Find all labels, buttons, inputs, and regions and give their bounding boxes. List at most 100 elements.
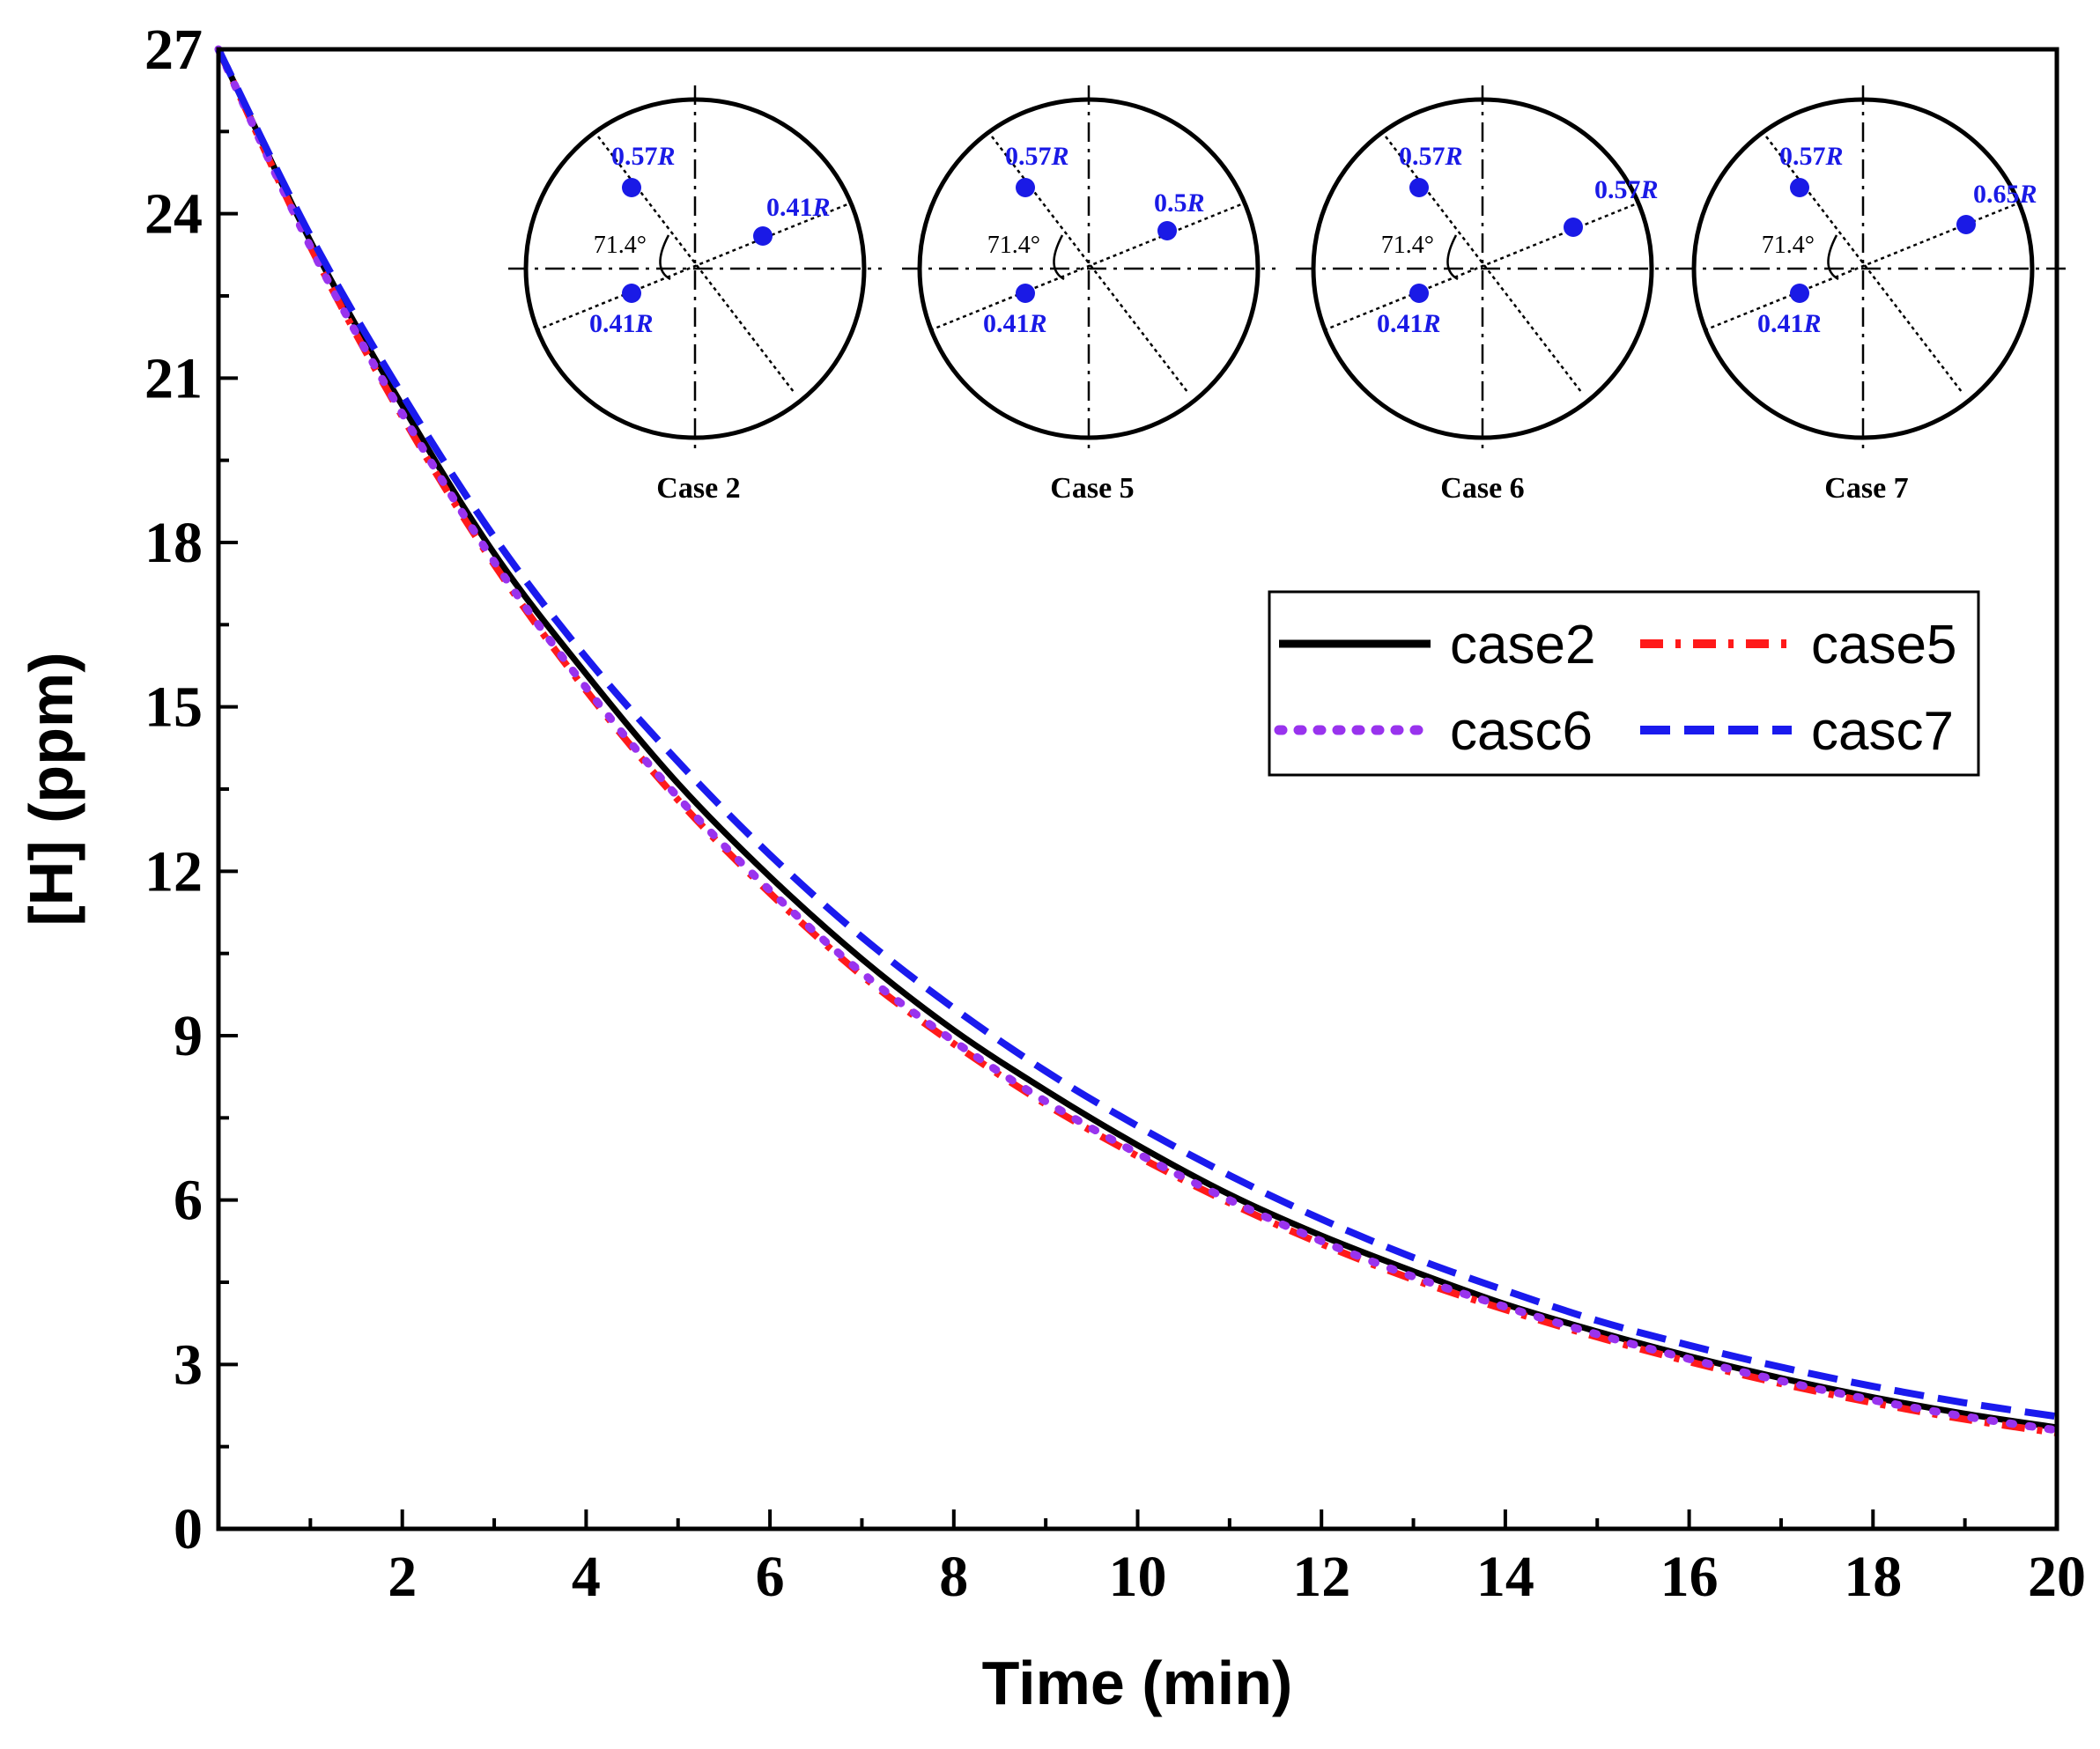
inset-radius-unit: R — [812, 193, 831, 222]
plot-area — [218, 49, 2057, 1529]
inset-radius-unit: R — [1640, 175, 1659, 204]
y-tick-label: 3 — [174, 1332, 203, 1397]
inset-point-right — [753, 226, 773, 246]
series-lines — [214, 45, 2061, 1437]
inset-point-label-right: 0.5R — [1154, 188, 1205, 218]
x-tick-label: 4 — [572, 1545, 601, 1609]
inset-radius-unit: R — [1423, 309, 1441, 338]
inset-point-label-upper-left: 0.57R — [1779, 142, 1844, 171]
inset-point-upper-left — [1016, 178, 1035, 197]
inset-angle-label: 71.4° — [1381, 232, 1434, 259]
inset-angle-arc — [659, 234, 671, 281]
x-axis: 2 4 6 8 10 12 14 16 18 20 — [308, 1509, 2086, 1609]
y-tick-label: 6 — [174, 1169, 203, 1233]
inset-point-lower-left — [622, 284, 641, 303]
x-tick-label: 16 — [1660, 1545, 1719, 1609]
x-axis-title: Time (min) — [982, 1649, 1293, 1717]
x-tick-label: 14 — [1476, 1545, 1534, 1609]
inset-case: 71.4° 0.57R 0.57R 0.41R Case 6 — [1296, 85, 1669, 505]
y-axis: 0 3 6 9 12 15 18 21 24 27 — [144, 18, 238, 1561]
inset-point-label-upper-left: 0.57R — [611, 142, 676, 171]
inset-angle-arc — [1053, 234, 1065, 281]
inset-caption: Case 5 — [1050, 472, 1134, 505]
legend-label-case6: casc6 — [1450, 701, 1593, 762]
inset-diagonal-line — [597, 136, 795, 393]
y-tick-label: 15 — [144, 675, 203, 740]
inset-angle-label: 71.4° — [1762, 232, 1815, 259]
inset-diagonal-line — [1323, 201, 1640, 332]
y-tick-label: 24 — [144, 182, 203, 247]
inset-point-right — [1564, 218, 1583, 237]
x-tick-label: 10 — [1109, 1545, 1167, 1609]
inset-radius-unit: R — [657, 142, 676, 171]
y-tick-label: 21 — [144, 346, 203, 410]
inset-point-upper-left — [622, 178, 641, 197]
inset-diagonal-line — [929, 201, 1246, 332]
inset-point-lower-left — [1790, 284, 1809, 303]
y-tick-label: 18 — [144, 511, 203, 575]
inset-point-lower-left — [1016, 284, 1035, 303]
inset-circle — [1311, 97, 1654, 440]
inset-circle — [917, 97, 1261, 440]
inset-case: 71.4° 0.57R 0.5R 0.41R Case 5 — [902, 85, 1276, 505]
inset-angle-arc — [1446, 234, 1459, 281]
x-tick-label: 2 — [388, 1545, 417, 1609]
inset-diagonal-line — [991, 136, 1188, 393]
y-axis-title: [H] (ppm) — [17, 652, 85, 926]
inset-point-upper-left — [1790, 178, 1809, 197]
inset-point-label-upper-left: 0.57R — [1399, 142, 1463, 171]
inset-radius-unit: R — [2019, 180, 2037, 209]
plot-frame — [216, 47, 2059, 1531]
inset-case: 71.4° 0.57R 0.41R 0.41R Case 2 — [508, 85, 882, 505]
inset-point-right — [1956, 215, 1976, 234]
inset-point-label-right: 0.65R — [1973, 180, 2037, 209]
y-tick-label: 9 — [174, 1004, 203, 1068]
x-tick-label: 8 — [939, 1545, 968, 1609]
y-tick-label: 0 — [174, 1497, 203, 1561]
inset-point-label-upper-left: 0.57R — [1005, 142, 1069, 171]
inset-caption: Case 7 — [1824, 472, 1908, 505]
inset-radius-unit: R — [1803, 309, 1822, 338]
inset-diagonal-line — [1765, 136, 1963, 393]
x-tick-label: 20 — [2028, 1545, 2086, 1609]
series-line-case2 — [215, 48, 2058, 1431]
x-tick-label: 12 — [1292, 1545, 1350, 1609]
inset-caption: Case 6 — [1440, 472, 1524, 505]
inset-angle-label: 71.4° — [594, 232, 647, 259]
inset-angle-label: 71.4° — [987, 232, 1040, 259]
series-line-case6 — [214, 45, 2061, 1435]
inset-diagrams: 71.4° 0.57R 0.41R 0.41R Case 2 71.4° 0.57R 0.5R… — [508, 85, 2067, 505]
inset-circle — [1691, 97, 2035, 440]
inset-diagonal-line — [536, 201, 853, 332]
legend: case2 case5 casc6 casc7 — [1268, 590, 1980, 777]
y-tick-label: 27 — [144, 18, 203, 82]
y-tick-label: 12 — [144, 839, 203, 904]
legend-label-case2: case2 — [1450, 615, 1595, 675]
inset-point-label-lower-left: 0.41R — [1757, 309, 1822, 338]
inset-point-label-right: 0.57R — [1594, 175, 1659, 204]
inset-case: 71.4° 0.57R 0.65R 0.41R Case 7 — [1676, 85, 2067, 505]
inset-caption: Case 2 — [656, 472, 740, 505]
inset-point-label-right: 0.41R — [766, 193, 831, 222]
inset-diagonal-line — [1385, 136, 1582, 393]
x-tick-label: 18 — [1844, 1545, 1902, 1609]
inset-radius-unit: R — [1029, 309, 1047, 338]
inset-radius-unit: R — [1051, 142, 1069, 171]
legend-label-case5: case5 — [1811, 615, 1956, 675]
inset-point-label-lower-left: 0.41R — [1377, 309, 1441, 338]
series-line-case7 — [215, 48, 2058, 1421]
inset-point-lower-left — [1409, 284, 1429, 303]
inset-radius-unit: R — [1445, 142, 1463, 171]
inset-point-label-lower-left: 0.41R — [589, 309, 654, 338]
inset-radius-unit: R — [1187, 188, 1205, 218]
inset-point-right — [1157, 221, 1177, 240]
inset-radius-unit: R — [635, 309, 654, 338]
inset-point-upper-left — [1409, 178, 1429, 197]
legend-box — [1268, 590, 1980, 777]
legend-label-case7: casc7 — [1811, 701, 1954, 762]
inset-radius-unit: R — [1825, 142, 1844, 171]
inset-angle-arc — [1827, 234, 1839, 281]
x-tick-label: 6 — [756, 1545, 785, 1609]
inset-circle — [523, 97, 867, 440]
